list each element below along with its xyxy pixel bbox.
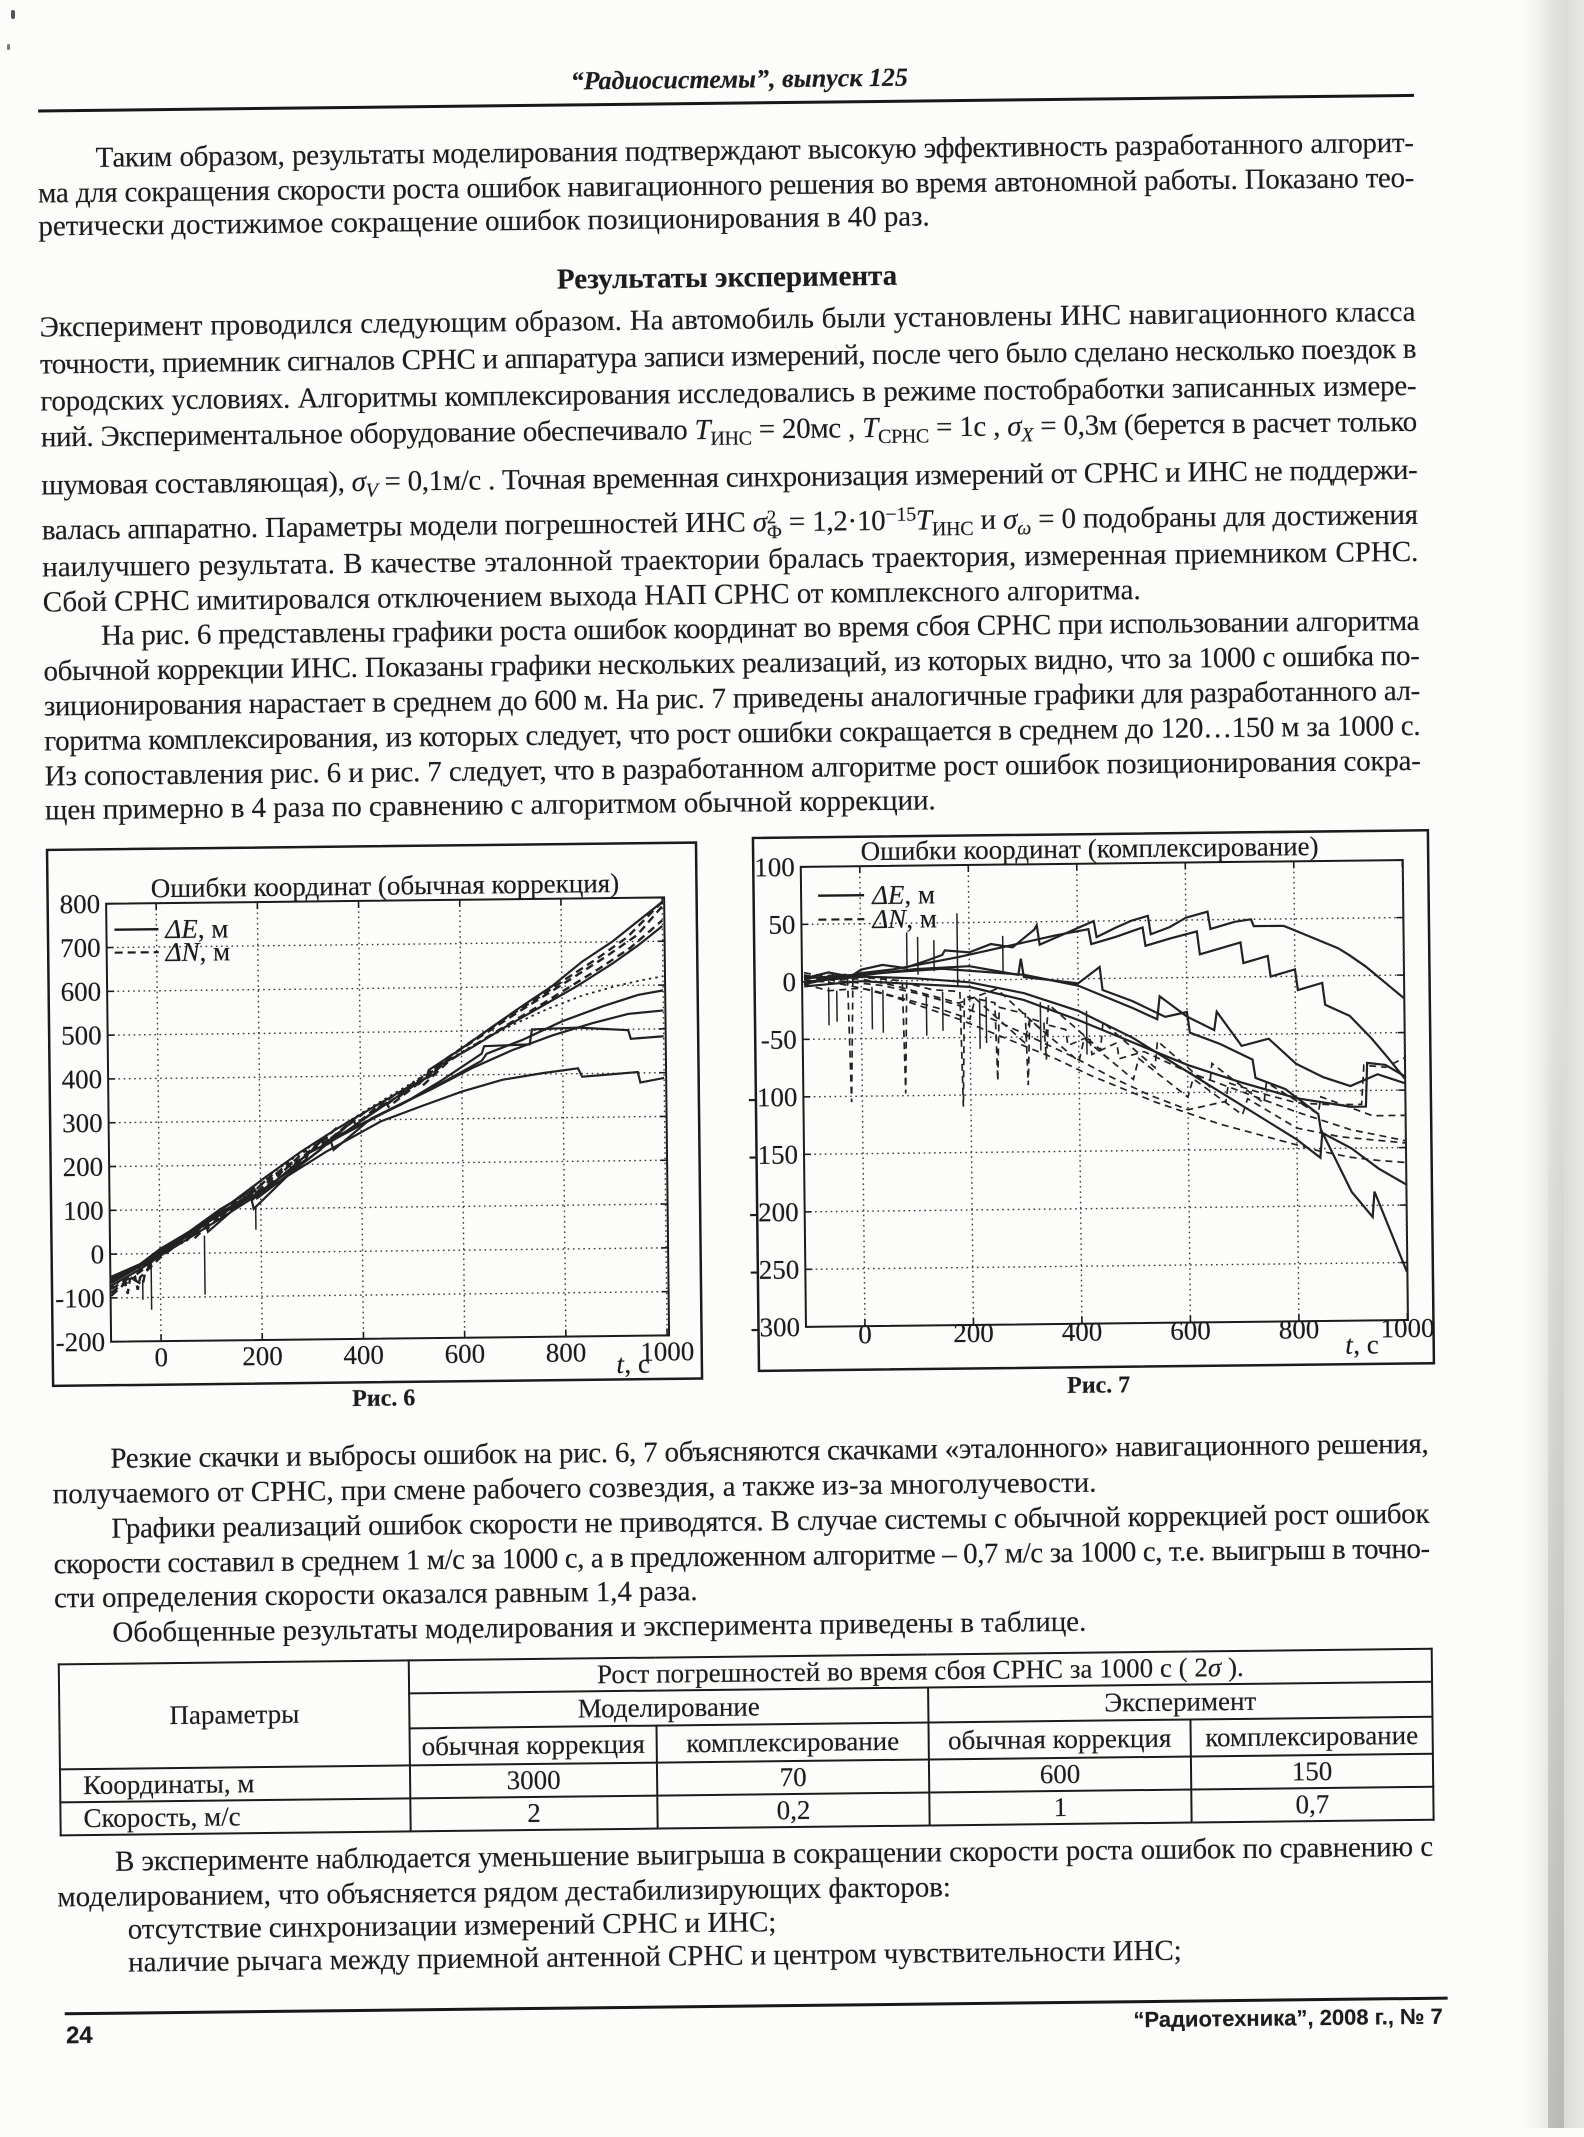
svg-text:200: 200 [953, 1318, 994, 1348]
svg-text:400: 400 [1062, 1316, 1103, 1346]
svg-text:300: 300 [62, 1108, 103, 1138]
svg-text:0: 0 [858, 1319, 872, 1349]
svg-text:-150: -150 [748, 1139, 798, 1170]
svg-text:0: 0 [782, 967, 796, 997]
svg-text:ΔN, м: ΔN, м [165, 936, 231, 967]
svg-text:400: 400 [343, 1340, 384, 1370]
svg-text:-200: -200 [749, 1197, 799, 1228]
svg-text:Ошибки координат (обычная корр: Ошибки координат (обычная коррекция) [151, 868, 620, 903]
svg-text:-300: -300 [750, 1312, 800, 1343]
svg-text:800: 800 [1279, 1314, 1320, 1344]
svg-text:, с: , с [1353, 1329, 1379, 1359]
svg-text:-100: -100 [55, 1283, 105, 1314]
svg-text:ΔN, м: ΔN, м [871, 903, 937, 934]
svg-text:0: 0 [154, 1342, 168, 1372]
svg-text:0: 0 [90, 1239, 104, 1269]
svg-text:Ошибки координат (комплексиров: Ошибки координат (комплексирование) [860, 831, 1318, 866]
svg-text:-50: -50 [761, 1024, 797, 1054]
svg-text:200: 200 [242, 1341, 283, 1371]
svg-text:600: 600 [1170, 1315, 1211, 1345]
svg-text:-200: -200 [55, 1327, 105, 1358]
svg-text:600: 600 [60, 976, 101, 1006]
svg-text:800: 800 [546, 1337, 587, 1367]
svg-text:100: 100 [63, 1195, 104, 1225]
svg-text:-100: -100 [748, 1082, 798, 1113]
svg-text:500: 500 [61, 1020, 102, 1050]
svg-text:, с: , с [624, 1349, 650, 1379]
svg-text:1000: 1000 [1380, 1313, 1434, 1344]
svg-text:100: 100 [754, 852, 795, 882]
svg-text:800: 800 [59, 889, 100, 919]
svg-text:600: 600 [444, 1339, 485, 1369]
svg-text:200: 200 [62, 1152, 103, 1182]
svg-text:400: 400 [61, 1064, 102, 1094]
svg-text:700: 700 [60, 933, 101, 963]
svg-text:50: 50 [768, 909, 795, 939]
svg-text:-250: -250 [750, 1254, 800, 1285]
